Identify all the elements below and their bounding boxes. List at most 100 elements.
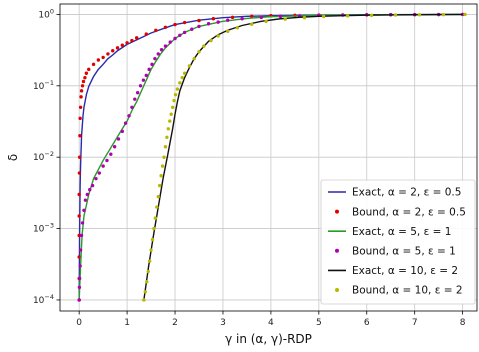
- data-point: [417, 13, 422, 17]
- data-point: [153, 56, 157, 61]
- data-point: [77, 276, 82, 281]
- data-point: [149, 248, 153, 252]
- data-point: [345, 14, 350, 18]
- data-point: [166, 127, 171, 131]
- data-point: [79, 233, 84, 238]
- data-point: [168, 119, 172, 123]
- data-point: [168, 40, 172, 44]
- data-point: [120, 129, 125, 134]
- data-point: [133, 97, 137, 101]
- data-point: [283, 17, 287, 21]
- data-point: [197, 50, 201, 54]
- legend-label: Bound, α = 10, ε = 2: [352, 285, 463, 297]
- x-tick-label: 0: [76, 318, 82, 328]
- data-point: [130, 105, 134, 110]
- data-point: [135, 91, 140, 95]
- data-point: [206, 22, 211, 26]
- data-point: [321, 14, 326, 19]
- y-tick-label: 10−3: [33, 222, 54, 235]
- legend-label: Exact, α = 2, ε = 0.5: [352, 187, 461, 199]
- data-point: [77, 298, 81, 302]
- data-point: [130, 38, 134, 43]
- y-tick-exponent: −3: [44, 222, 54, 230]
- data-point: [154, 28, 158, 32]
- x-axis-label: γ in (α, γ)-RDP: [225, 332, 312, 346]
- legend-label: Bound, α = 5, ε = 1: [352, 246, 456, 258]
- data-point: [158, 183, 162, 188]
- data-point: [78, 105, 83, 110]
- data-point: [182, 20, 187, 25]
- data-point: [142, 298, 146, 302]
- y-tick-base: 10: [33, 225, 45, 235]
- data-point: [94, 176, 98, 181]
- data-point: [78, 116, 82, 121]
- data-point: [96, 58, 101, 62]
- data-point: [250, 22, 254, 26]
- data-point: [187, 64, 192, 68]
- data-point: [302, 16, 307, 20]
- data-point: [163, 145, 168, 149]
- legend-label: Exact, α = 10, ε = 2: [352, 265, 458, 277]
- data-point: [165, 135, 169, 139]
- y-tick-exponent: −4: [44, 293, 54, 301]
- data-point: [159, 48, 164, 52]
- data-point: [79, 95, 83, 99]
- x-tick-label: 4: [268, 318, 274, 328]
- data-point: [90, 183, 95, 188]
- data-point: [393, 13, 398, 17]
- series-layer: [77, 12, 467, 302]
- data-point: [101, 164, 105, 168]
- data-point: [264, 19, 268, 24]
- data-point: [77, 285, 82, 290]
- data-point: [127, 114, 131, 118]
- legend-marker-swatch: [335, 209, 339, 214]
- data-point: [77, 192, 81, 197]
- data-point: [105, 158, 109, 163]
- x-tick-label: 7: [412, 318, 418, 328]
- y-tick-exponent: 0: [50, 7, 54, 15]
- data-point: [441, 12, 446, 17]
- data-point: [146, 269, 150, 274]
- data-point: [91, 62, 96, 67]
- data-point: [145, 280, 149, 284]
- data-point: [173, 93, 178, 97]
- data-point: [250, 14, 254, 19]
- data-point: [159, 174, 163, 178]
- data-point: [123, 121, 128, 125]
- y-tick-base: 10: [38, 10, 50, 20]
- data-point: [216, 20, 220, 24]
- x-tick-label: 1: [124, 318, 130, 328]
- data-point: [172, 98, 176, 103]
- data-point: [82, 208, 86, 213]
- data-point: [240, 17, 244, 21]
- x-ticks: 0 1 2 3 4 5 6 7 8: [76, 311, 466, 328]
- data-point: [150, 237, 155, 242]
- data-point: [138, 84, 143, 88]
- data-point: [77, 214, 81, 218]
- y-tick-label: 100: [38, 7, 54, 20]
- data-point: [77, 155, 82, 159]
- data-point: [143, 290, 148, 294]
- data-point: [78, 264, 82, 268]
- x-tick-label: 6: [364, 318, 370, 328]
- legend-box: [320, 179, 476, 305]
- data-point: [78, 134, 82, 138]
- data-point: [147, 259, 152, 263]
- data-point: [81, 79, 86, 84]
- data-point: [77, 255, 81, 259]
- data-point: [77, 171, 82, 175]
- data-point: [173, 36, 177, 41]
- data-point: [197, 18, 201, 23]
- data-point: [169, 112, 173, 116]
- data-point: [125, 41, 129, 45]
- data-point: [278, 14, 283, 19]
- data-point: [180, 75, 184, 80]
- data-point: [106, 52, 110, 56]
- series-line-path: [78, 13, 463, 300]
- data-point: [152, 226, 156, 231]
- data-point: [87, 67, 91, 72]
- data-point: [197, 24, 201, 29]
- data-point: [211, 17, 216, 21]
